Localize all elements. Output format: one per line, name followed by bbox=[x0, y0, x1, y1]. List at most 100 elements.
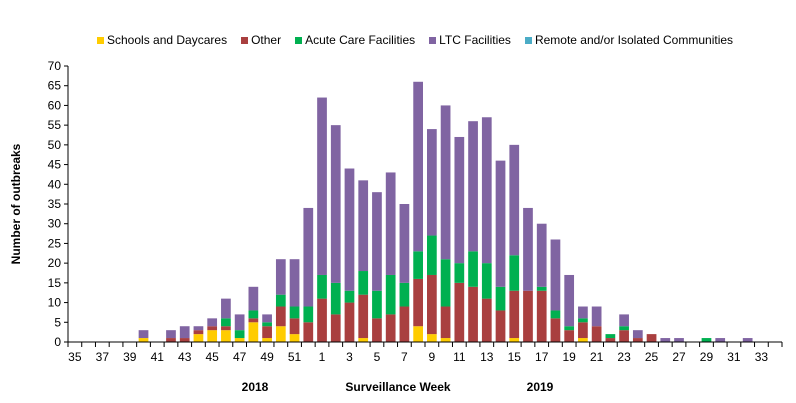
x-tick-label: 39 bbox=[123, 350, 137, 364]
bar-segment bbox=[221, 326, 231, 331]
bar-segment bbox=[564, 274, 575, 327]
x-tick-label: 25 bbox=[645, 350, 659, 364]
legend-item: Schools and Daycares bbox=[97, 33, 227, 47]
bar-segment bbox=[275, 306, 286, 327]
legend-label: Other bbox=[251, 33, 282, 47]
legend-swatch bbox=[97, 36, 104, 44]
y-tick-label: 60 bbox=[48, 98, 62, 112]
bar-segment bbox=[427, 235, 437, 275]
y-tick-label: 40 bbox=[48, 177, 62, 191]
bar-segment bbox=[742, 338, 753, 342]
legend-swatch bbox=[524, 36, 532, 44]
bar-segment bbox=[330, 125, 341, 283]
y-tick-label: 50 bbox=[48, 138, 62, 152]
x-tick-label: 17 bbox=[535, 350, 549, 364]
bar-segment bbox=[481, 263, 492, 299]
bar-segment bbox=[399, 204, 410, 283]
bar-segment bbox=[413, 278, 423, 327]
bar-segment bbox=[193, 326, 204, 331]
bar-segment bbox=[481, 117, 492, 264]
bar-segment bbox=[330, 314, 341, 342]
bar-segment bbox=[262, 326, 272, 339]
bar-segment bbox=[550, 318, 561, 342]
bar-segment bbox=[578, 306, 588, 319]
bar-segment bbox=[440, 338, 451, 342]
legend-label: Schools and Daycares bbox=[107, 33, 228, 47]
bar-segment bbox=[632, 330, 643, 339]
x-tick-label: 51 bbox=[288, 350, 302, 364]
bar-segment bbox=[330, 282, 341, 315]
bar-segment bbox=[358, 180, 369, 272]
x-tick-label: 15 bbox=[508, 350, 522, 364]
bar-segment bbox=[275, 259, 286, 295]
bar-segment bbox=[605, 334, 616, 339]
bar-segment bbox=[193, 334, 204, 342]
bar-segment bbox=[495, 160, 506, 287]
x-tick-label: 27 bbox=[672, 350, 686, 364]
legend-label: LTC Facilities bbox=[439, 33, 511, 47]
bar-segment bbox=[166, 338, 176, 342]
legend-item: Other bbox=[241, 33, 281, 47]
legend-swatch bbox=[295, 36, 303, 44]
bar-segment bbox=[358, 338, 369, 342]
bar-segment bbox=[440, 259, 451, 307]
bar-segment bbox=[221, 330, 231, 342]
bar-segment bbox=[399, 282, 410, 307]
bar-segment bbox=[536, 290, 547, 342]
bar-segment bbox=[440, 105, 451, 260]
legend-swatch bbox=[429, 36, 437, 44]
bar-segment bbox=[413, 251, 423, 279]
x-tick-label: 29 bbox=[700, 350, 714, 364]
bar-segment bbox=[509, 290, 520, 339]
bar-segment bbox=[454, 263, 465, 283]
y-tick-label: 55 bbox=[48, 118, 62, 132]
y-tick-label: 35 bbox=[48, 197, 62, 211]
bar-segment bbox=[509, 144, 520, 256]
bar-segment bbox=[138, 338, 149, 342]
bar-segment bbox=[701, 338, 712, 342]
legend-item: Acute Care Facilities bbox=[295, 33, 415, 47]
x-tick-label: 33 bbox=[755, 350, 769, 364]
x-tick-label: 45 bbox=[205, 350, 219, 364]
bar-segment bbox=[564, 330, 575, 342]
x-tick-label: 7 bbox=[401, 350, 408, 364]
bar-segment bbox=[385, 274, 396, 315]
x-tick-label: 21 bbox=[590, 350, 604, 364]
bar-segment bbox=[344, 302, 355, 342]
bar-segment bbox=[715, 338, 726, 342]
bar-segment bbox=[564, 326, 575, 331]
bar-segment bbox=[427, 129, 437, 236]
bar-segment bbox=[454, 282, 465, 342]
y-tick-label: 0 bbox=[54, 335, 61, 349]
bar-segment bbox=[523, 290, 533, 342]
x-tick-label: 23 bbox=[617, 350, 631, 364]
bar-segment bbox=[207, 330, 218, 342]
x-tick-label: 1 bbox=[319, 350, 326, 364]
x-tick-label: 9 bbox=[429, 350, 436, 364]
bar-segment bbox=[234, 314, 245, 331]
bar-segment bbox=[509, 255, 520, 291]
bar-segment bbox=[317, 298, 327, 342]
bar-segment bbox=[495, 286, 506, 311]
bar-segment bbox=[605, 338, 616, 342]
bar-segment bbox=[550, 310, 561, 319]
bar-segment bbox=[481, 298, 492, 342]
bar-segment bbox=[344, 290, 355, 303]
bar-segment bbox=[591, 326, 602, 342]
legend: Schools and Daycares Other Acute Care Faci… bbox=[97, 33, 733, 47]
bar-segment bbox=[248, 318, 259, 323]
x-tick-label: 35 bbox=[68, 350, 82, 364]
x-tick-label: 41 bbox=[151, 350, 165, 364]
x-tick-label: 37 bbox=[96, 350, 110, 364]
bar-segment bbox=[358, 294, 369, 339]
bar-segment bbox=[166, 330, 176, 339]
year-label: 2018 bbox=[242, 380, 269, 394]
y-tick-label: 15 bbox=[48, 276, 62, 290]
legend-item: Remote and/or Isolated Communities bbox=[524, 33, 734, 47]
bar-segment bbox=[536, 286, 547, 291]
bar-segment bbox=[248, 286, 259, 311]
bar-segment bbox=[289, 318, 300, 335]
legend-label: Remote and/or Isolated Communities bbox=[534, 33, 734, 47]
bar-segment bbox=[440, 306, 451, 339]
